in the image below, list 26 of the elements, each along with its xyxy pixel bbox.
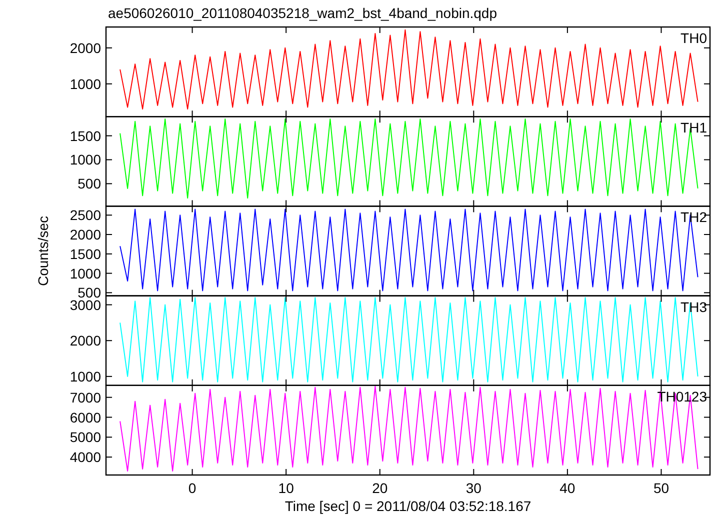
y-tick-label: 4000	[70, 449, 102, 466]
x-tick-label: 20	[372, 480, 388, 496]
y-tick-label: 1500	[70, 246, 102, 262]
y-tick-label: 1500	[70, 128, 102, 144]
annotation: TH1	[680, 120, 708, 136]
x-tick-label: 50	[653, 480, 670, 496]
y-tick-label: 500	[78, 176, 102, 192]
x-tick-label: 30	[466, 480, 482, 496]
y-tick-label: 2000	[70, 332, 102, 349]
y-tick-label: 1000	[70, 368, 102, 384]
chart-title: ae506026010_20110804035218_wam2_bst_4band_nobin.qdp	[108, 5, 498, 21]
y-tick-label: 1000	[70, 265, 102, 282]
annotation: TH0	[680, 30, 708, 46]
y-tick-label: 1000	[70, 76, 102, 92]
x-tick-label: 10	[278, 480, 294, 496]
x-tick-label: 0	[188, 480, 196, 496]
y-tick-label: 2500	[70, 207, 102, 224]
y-tick-label: 6000	[70, 409, 102, 426]
y-tick-label: 5000	[70, 429, 102, 446]
y-tick-label: 2000	[70, 40, 102, 56]
y-axis-title: Counts/sec	[35, 216, 51, 286]
y-tick-label: 1000	[70, 152, 102, 168]
y-tick-label: 7000	[70, 389, 102, 406]
x-tick-label: 40	[560, 480, 576, 496]
x-axis-title: Time [sec] 0 = 2011/08/04 03:52:18.167	[284, 498, 532, 514]
y-tick-label: 2000	[70, 226, 102, 243]
